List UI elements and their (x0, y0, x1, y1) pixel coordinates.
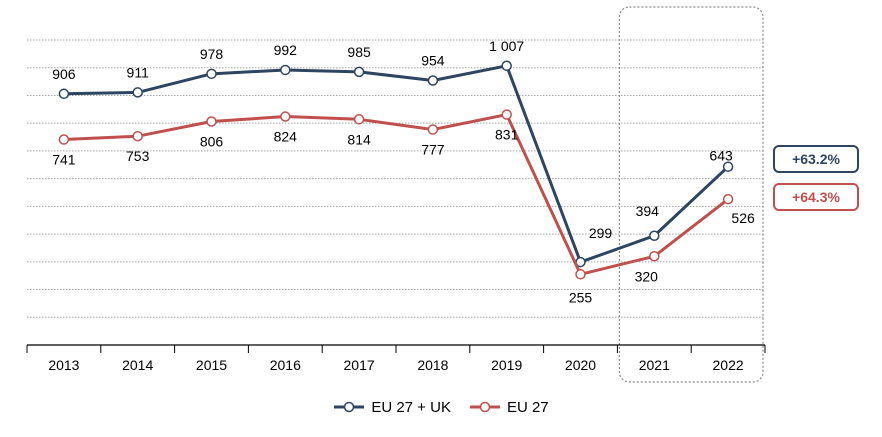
legend-label-eu27-uk: EU 27 + UK (371, 398, 451, 416)
data-point (353, 66, 365, 78)
data-label: 741 (52, 152, 76, 168)
data-label: 824 (274, 129, 298, 145)
eu27-uk-change-badge: +63.2% (773, 144, 859, 173)
data-label: 255 (569, 289, 593, 305)
legend: EU 27 + UK EU 27 (0, 396, 882, 418)
data-point (58, 134, 70, 145)
gridlines (27, 39, 765, 318)
legend-marker (479, 401, 491, 413)
data-point (722, 161, 734, 172)
x-tick-label: 2013 (48, 357, 79, 373)
data-point (280, 111, 291, 122)
data-label: 320 (635, 268, 659, 284)
data-label: 806 (200, 134, 224, 150)
data-label: 777 (421, 142, 445, 158)
legend-label-eu27: EU 27 (506, 398, 549, 416)
data-labels: 906 741 911 753 978 806 992 824 985 814 954 777 1 00… (52, 38, 755, 306)
data-point (206, 116, 217, 127)
x-tick-label: 2022 (713, 357, 744, 373)
data-point (280, 64, 291, 76)
series-line-eu27 (63, 113, 730, 276)
x-tick-label: 2018 (417, 357, 448, 373)
data-label: 831 (495, 127, 519, 143)
data-point (132, 87, 143, 98)
x-tick-label: 2017 (344, 357, 375, 373)
data-label: 978 (200, 46, 224, 62)
data-point (353, 114, 365, 125)
data-point (501, 60, 512, 72)
highlight-box (618, 6, 764, 383)
data-label: 906 (52, 66, 76, 82)
data-point (132, 130, 143, 142)
data-point (649, 251, 660, 262)
data-point (575, 269, 586, 280)
series-line-eu27-uk (63, 64, 730, 264)
data-label: 643 (709, 148, 733, 164)
legend-swatch-eu27 (469, 401, 500, 413)
series-layer (58, 60, 734, 280)
legend-swatch-eu27-uk (334, 401, 365, 413)
eu27-change-badge: +64.3% (773, 183, 859, 212)
data-label: 985 (347, 44, 371, 60)
data-point (427, 124, 439, 135)
data-point (501, 109, 512, 120)
data-label: 753 (126, 148, 150, 164)
data-label: 526 (731, 210, 755, 226)
data-label: 299 (589, 225, 613, 241)
data-label: 814 (347, 131, 371, 147)
legend-item-eu27: EU 27 (469, 399, 549, 416)
data-point (58, 88, 70, 100)
data-label: 394 (636, 203, 660, 219)
data-point (649, 230, 660, 242)
legend-item-eu27-uk: EU 27 + UK (333, 399, 451, 416)
data-point (206, 68, 217, 80)
x-tick-label: 2014 (122, 357, 153, 373)
data-point (722, 193, 734, 205)
data-label: 954 (421, 52, 445, 68)
data-label: 911 (127, 64, 150, 80)
x-axis: 2013 2014 2015 2016 2017 2018 2019 2020 2021 2022 (26, 344, 766, 373)
x-tick-label: 2015 (196, 357, 227, 373)
data-label: 1 007 (489, 38, 524, 54)
data-point (427, 75, 439, 86)
x-tick-label: 2019 (491, 357, 522, 373)
x-tick-label: 2021 (639, 357, 670, 373)
x-tick-label: 2016 (270, 357, 301, 373)
data-label: 992 (274, 42, 298, 58)
x-tick-label: 2020 (565, 357, 596, 373)
legend-marker (344, 401, 355, 413)
